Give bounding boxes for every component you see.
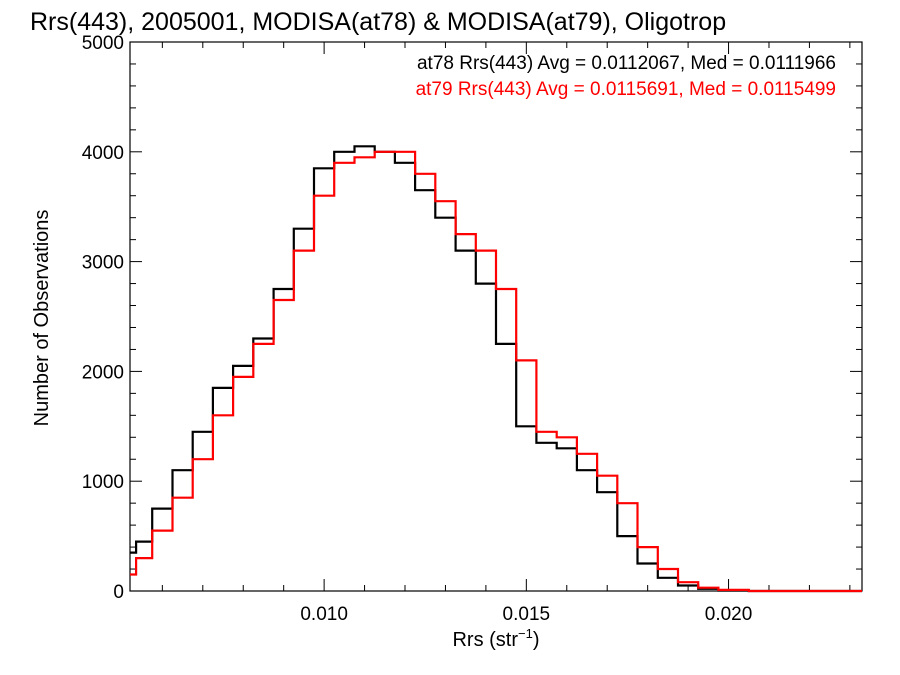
y-tick-label: 1000 — [82, 472, 124, 493]
x-axis-label-main: Rrs (str — [452, 629, 518, 651]
x-tick-label: 0.015 — [503, 604, 551, 625]
plot-axes: 0 1000 2000 3000 4000 5000 0.010 0.015 0.020 — [82, 33, 863, 625]
x-axis-label: Rrs (str−1) — [452, 626, 539, 651]
series-line-at78 — [130, 145, 862, 593]
chart-title: Rrs(443), 2005001, MODISA(at78) & MODISA… — [30, 8, 726, 36]
legend-entry-at78: at78 Rrs(443) Avg = 0.0112067, Med = 0.0… — [417, 53, 836, 74]
x-tick-label: 0.020 — [705, 604, 753, 625]
x-axis-label-superscript: −1 — [518, 626, 533, 641]
y-tick-label: 5000 — [82, 33, 124, 54]
y-tick-label: 0 — [113, 582, 124, 603]
y-axis-label: Number of Observations — [31, 210, 53, 427]
plot-frame — [129, 41, 863, 592]
legend-entry-at79: at79 Rrs(443) Avg = 0.0115691, Med = 0.0… — [416, 79, 836, 100]
y-tick-label: 3000 — [82, 253, 124, 274]
x-axis-label-close: ) — [533, 629, 540, 651]
legend: at78 Rrs(443) Avg = 0.0112067, Med = 0.0… — [416, 53, 836, 100]
y-tick-label: 4000 — [82, 143, 124, 164]
series-line-at79 — [130, 150, 862, 593]
x-tick-label: 0.010 — [300, 604, 348, 625]
y-tick-label: 2000 — [82, 362, 124, 383]
series-layer — [130, 145, 862, 593]
